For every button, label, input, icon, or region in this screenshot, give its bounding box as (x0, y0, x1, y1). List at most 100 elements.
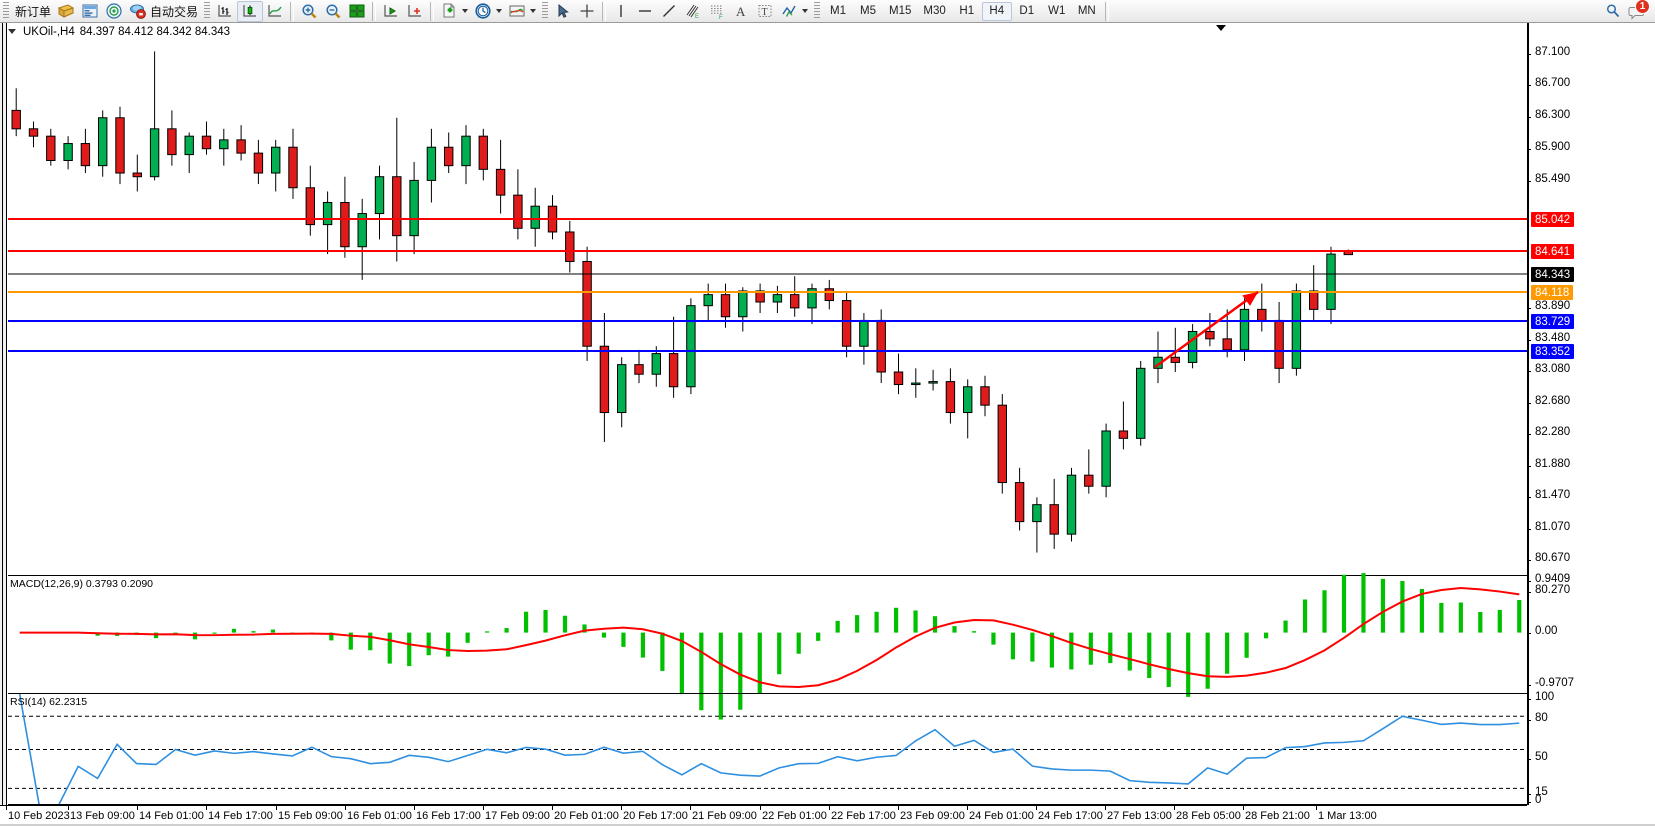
candle-body-up (1136, 367, 1146, 439)
search-button[interactable] (1601, 1, 1625, 22)
templates-button[interactable] (505, 1, 539, 22)
auto-scroll-button[interactable] (403, 1, 427, 22)
price-level-badge-resistance[interactable]: 85.042 (1531, 212, 1575, 227)
time-tick-mark (621, 806, 622, 810)
candle-body-down (1274, 319, 1284, 369)
fibonacci-button[interactable]: F (705, 1, 729, 22)
add-indicator-caret-icon[interactable] (462, 9, 469, 13)
chart-menu-caret-icon[interactable] (8, 29, 16, 34)
line-chart-button[interactable] (263, 1, 287, 22)
market-watch-button[interactable] (78, 1, 102, 22)
cursor-icon (558, 3, 569, 18)
bar-chart-button[interactable] (213, 1, 237, 22)
candle-body-down (841, 300, 852, 347)
trendline-icon (663, 5, 676, 17)
rsi-line (18, 693, 1520, 806)
price-level-badge-last-price[interactable]: 84.343 (1531, 267, 1575, 282)
candle-body-up (63, 143, 73, 161)
candle-body-down (634, 364, 644, 375)
price-level-badge-support[interactable]: 83.352 (1531, 344, 1575, 359)
autotrading-button[interactable]: 自动交易 (126, 1, 201, 22)
candlestick-chart-button[interactable] (237, 0, 264, 22)
price-pane[interactable] (8, 33, 1527, 571)
macd-pane[interactable]: MACD(12,26,9) 0.3793 0.2090 (8, 573, 1527, 720)
rsi-pane[interactable]: RSI(14) 62.2315 (8, 693, 1527, 806)
periods-caret-icon[interactable] (496, 9, 503, 13)
price-tick-label: 83.080 (1535, 363, 1571, 375)
timeframe-h1[interactable]: H1 (959, 5, 975, 17)
price-tick-label: 80.670 (1535, 552, 1571, 564)
candle-body-down (115, 117, 125, 174)
candle-body-up (617, 364, 627, 414)
trend-arrow-shaft[interactable] (1154, 291, 1259, 368)
time-tick-label: 16 Feb 17:00 (416, 810, 481, 822)
crosshair-button[interactable] (575, 1, 599, 22)
toolbar-grip-timeframes[interactable] (814, 2, 821, 20)
hline-button[interactable] (633, 1, 657, 22)
toolbar-grip-standard[interactable] (3, 2, 9, 20)
price-level-badge-pivot[interactable]: 84.118 (1531, 285, 1574, 300)
equidistant-channel-button[interactable]: E (681, 1, 705, 22)
timeframe-m5[interactable]: M5 (860, 5, 877, 17)
toolbar-grip-linestudies[interactable] (542, 2, 549, 20)
candle-body-up (1101, 430, 1111, 487)
rsi-tick-label: 100 (1535, 691, 1555, 703)
market-watch-icon (82, 4, 98, 18)
main-toolbar: 新订单 自动交易 (0, 0, 1655, 23)
wallet-icon-button[interactable] (54, 1, 78, 22)
timeframe-h4[interactable]: H4 (981, 1, 1012, 21)
price-axis[interactable]: 87.100 86.700 86.300 85.900 85.490 83.890 83.4… (1527, 23, 1655, 806)
candle-body-down (80, 143, 91, 167)
text-button[interactable]: A (729, 1, 753, 22)
price-tick-label: 81.070 (1535, 521, 1571, 533)
tile-windows-button[interactable] (345, 1, 369, 22)
timeframe-m15[interactable]: M15 (889, 5, 912, 17)
trend-arrow-head[interactable] (1242, 292, 1258, 306)
candle-body-down (305, 187, 316, 226)
candle-body-up (1187, 330, 1198, 363)
candle-body-up (322, 202, 333, 226)
chart-shift-button[interactable] (379, 1, 403, 22)
timeframe-mn[interactable]: MN (1077, 5, 1096, 17)
new-order-button[interactable]: 新订单 (12, 1, 54, 22)
navigator-button[interactable] (102, 1, 126, 22)
candle-body-down (980, 386, 990, 406)
objects-button[interactable] (777, 1, 811, 22)
trendline-button[interactable] (657, 1, 681, 22)
candle-body-up (184, 135, 194, 156)
zoom-out-button[interactable] (321, 1, 345, 22)
time-axis[interactable]: 10 Feb 2023 13 Feb 09:00 14 Feb 01:00 14 Fe… (0, 805, 1527, 826)
add-indicator-icon (443, 3, 455, 18)
timeframe-d1[interactable]: D1 (1019, 5, 1035, 17)
candle-body-down (1014, 482, 1025, 523)
equidistant-channel-icon: E (686, 4, 699, 20)
text-label-button[interactable]: T (753, 1, 777, 22)
timeframe-m1[interactable]: M1 (830, 5, 847, 17)
candle-body-down (46, 135, 56, 161)
toolbar-sep-3 (430, 1, 435, 21)
messages-button[interactable]: 1 (1625, 0, 1650, 21)
candle-body-up (807, 288, 817, 309)
price-level-badge-support[interactable]: 83.729 (1531, 314, 1575, 329)
templates-caret-icon[interactable] (530, 9, 537, 13)
time-tick-mark (898, 806, 899, 810)
candle-body-down (1170, 356, 1180, 363)
toolbar-grip-charts[interactable] (204, 2, 211, 20)
price-level-badge-resistance[interactable]: 84.641 (1531, 244, 1575, 259)
vline-button[interactable] (609, 1, 633, 22)
candle-body-down (1205, 330, 1215, 340)
candle-body-up (1291, 290, 1302, 369)
timeframe-w1[interactable]: W1 (1048, 5, 1066, 17)
vline-icon (620, 5, 622, 17)
time-tick-label: 10 Feb 2023 (8, 810, 70, 822)
time-tick-label: 28 Feb 05:00 (1176, 810, 1241, 822)
objects-caret-icon[interactable] (802, 9, 809, 13)
periods-button[interactable] (471, 1, 505, 22)
text-label-icon: T (758, 5, 772, 18)
zoom-in-button[interactable] (297, 1, 321, 22)
auto-scroll-icon (408, 5, 422, 17)
chart-header: UKOil-,H4 84.397 84.412 84.342 84.343 (8, 24, 230, 39)
add-indicator-button[interactable] (437, 1, 471, 22)
timeframe-m30[interactable]: M30 (923, 5, 946, 17)
cursor-button[interactable] (551, 1, 575, 22)
